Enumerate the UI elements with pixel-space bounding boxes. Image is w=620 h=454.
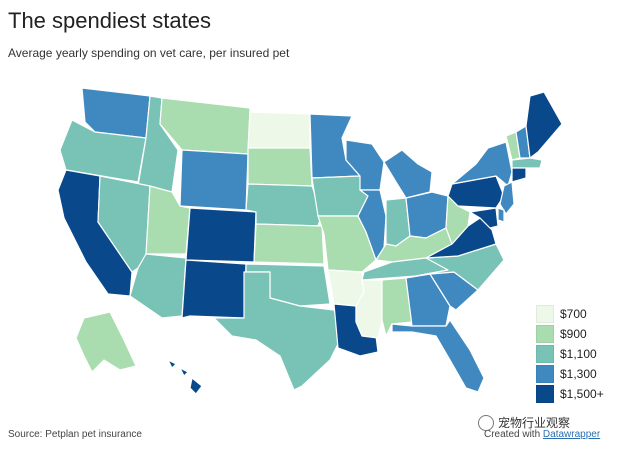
legend-label: $900 xyxy=(560,327,587,341)
legend-label: $1,500+ xyxy=(560,387,604,401)
state-ny xyxy=(451,141,513,187)
legend-item: $900 xyxy=(536,325,604,343)
state-md xyxy=(469,207,499,229)
map-title: The spendiest states xyxy=(8,8,212,33)
wechat-logo-icon xyxy=(478,414,494,431)
legend-swatch xyxy=(536,385,554,403)
legend: $700 $900 $1,100 $1,300 $1,500+ xyxy=(536,305,604,405)
credit-note: Created with Datawrapper xyxy=(484,429,600,440)
legend-item: $700 xyxy=(536,305,604,323)
legend-swatch xyxy=(536,345,554,363)
state-de xyxy=(497,207,505,223)
legend-item: $1,100 xyxy=(536,345,604,363)
credit-prefix: Created with xyxy=(484,429,541,440)
source-note: Source: Petplan pet insurance xyxy=(8,429,142,440)
legend-item: $1,500+ xyxy=(536,385,604,403)
state-or xyxy=(59,119,147,183)
state-nm xyxy=(181,259,247,319)
legend-swatch xyxy=(536,325,554,343)
watermark-text: 宠物行业观察 xyxy=(498,416,571,430)
state-az xyxy=(129,253,187,319)
legend-item: $1,300 xyxy=(536,365,604,383)
state-fl xyxy=(391,319,485,393)
state-co xyxy=(185,207,257,263)
legend-swatch xyxy=(536,365,554,383)
state-nj xyxy=(499,181,515,215)
state-me xyxy=(525,91,563,159)
state-nd xyxy=(247,111,311,149)
legend-label: $1,300 xyxy=(560,367,597,381)
legend-swatch xyxy=(536,305,554,323)
state-ak xyxy=(75,311,137,373)
state-wy xyxy=(179,149,249,211)
legend-label: $1,100 xyxy=(560,347,597,361)
state-sd xyxy=(247,147,313,187)
state-ne xyxy=(245,183,323,227)
watermark: 宠物行业观察 xyxy=(478,414,570,431)
state-tx xyxy=(213,271,343,391)
datawrapper-link[interactable]: Datawrapper xyxy=(542,429,601,440)
state-hi xyxy=(167,359,203,395)
state-ma xyxy=(511,157,543,169)
state-ks xyxy=(253,223,325,265)
state-ct xyxy=(511,167,527,183)
state-mi xyxy=(383,149,433,199)
map-subtitle: Average yearly spending on vet care, per… xyxy=(8,46,290,60)
legend-label: $700 xyxy=(560,307,587,321)
